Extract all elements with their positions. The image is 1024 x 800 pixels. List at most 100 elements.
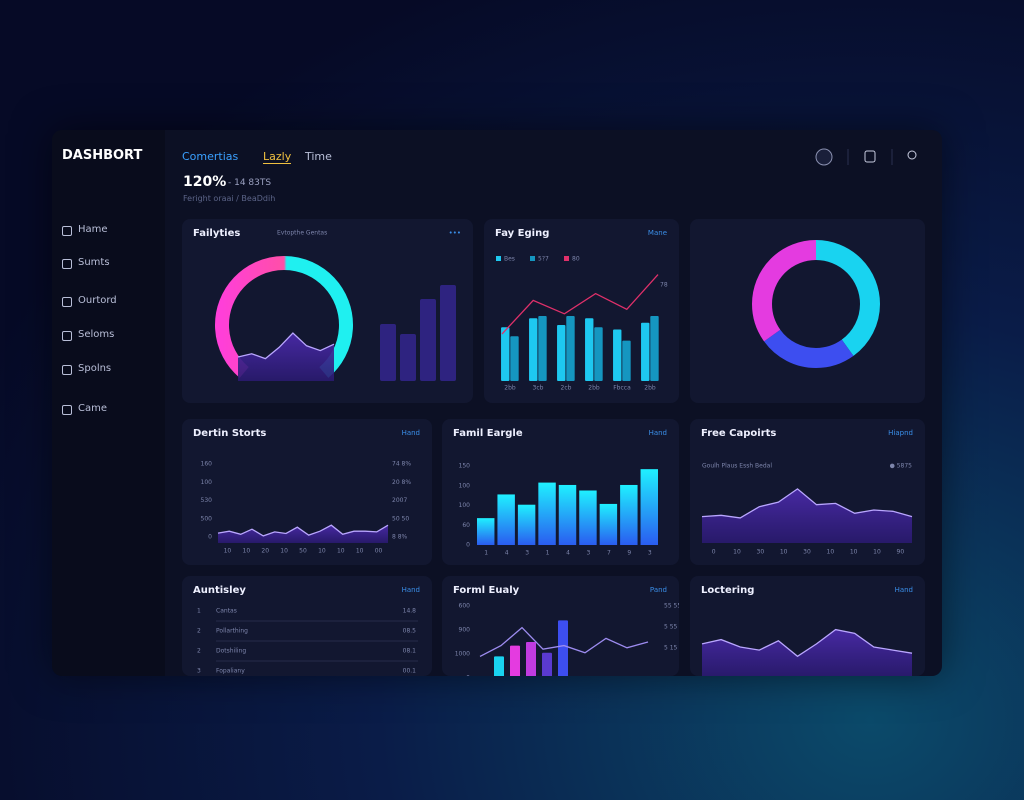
axis-label: 5 15 [664, 645, 678, 652]
card-action[interactable]: Hand [402, 586, 420, 594]
area [702, 488, 912, 543]
card-action[interactable]: ••• [449, 229, 461, 237]
bar [538, 316, 547, 381]
app-title: DASHBORT [62, 148, 143, 163]
tab[interactable]: Time [305, 150, 332, 163]
card-canvas: Loctering Hand [701, 585, 913, 676]
card-action[interactable]: Hand [649, 429, 667, 437]
axis-label: 0 [466, 675, 470, 677]
card: Loctering Hand [690, 576, 925, 676]
row-value: 00.1 [403, 668, 417, 675]
axis-label: 8 8% [392, 534, 408, 541]
bar [620, 484, 638, 545]
x-tick-label: 20 [261, 548, 269, 555]
bar [529, 318, 538, 381]
x-tick-label: 1 [484, 550, 488, 557]
icon-button[interactable] [907, 150, 917, 160]
donut-segment [752, 240, 880, 368]
bar [594, 327, 603, 381]
x-tick-label: 10 [827, 549, 835, 556]
card: Fay Eging Mane Bes 5?7 80 78 2bb 3cb 2cb 2bb Fbcca… [484, 219, 679, 403]
axis-label: 160 [201, 461, 213, 468]
card: Free Capoirts Hiapnd Goulh Plaus Essh Beda… [690, 419, 925, 565]
card-title: Loctering [701, 585, 754, 596]
nav-icon [62, 226, 72, 236]
x-tick-label: 30 [757, 549, 765, 556]
bar [510, 336, 519, 381]
nav-icon [62, 297, 72, 307]
card-title: Forml Eualy [453, 585, 520, 596]
x-tick-label: 00 [375, 548, 383, 555]
bar [526, 642, 536, 676]
line [217, 524, 389, 537]
x-tick-label: 3cb [533, 385, 544, 392]
x-tick-label: 2bb [588, 385, 600, 392]
card-canvas: Forml Eualy Pand 600 900 1000 0 55 55 5 55 5 15 [453, 585, 679, 677]
x-tick-label: 3 [525, 550, 529, 557]
bar [510, 645, 520, 676]
axis-label: 0 [208, 534, 212, 541]
card-canvas: Famil Eargle Hand 150 100 100 60 0 1 4 3 1 4 3 7 9 3 [453, 428, 667, 557]
x-tick-label: 10 [850, 549, 858, 556]
x-tick-label: 90 [897, 549, 905, 556]
bar [640, 469, 658, 545]
card-action[interactable]: Mane [648, 229, 667, 237]
row-index: 1 [197, 608, 201, 615]
axis-label: 100 [459, 482, 471, 489]
axis-label: 50 50 [392, 515, 409, 522]
line [701, 628, 913, 658]
row-name: Fopaliany [216, 668, 245, 675]
nav-item[interactable]: Sumts [78, 257, 110, 268]
bar [650, 316, 659, 381]
nav-icon [62, 405, 72, 415]
nav-item[interactable]: Came [78, 403, 108, 414]
icon-button[interactable] [864, 150, 876, 163]
card-action[interactable]: Hand [895, 586, 913, 594]
row-index: 3 [197, 668, 201, 675]
card-action[interactable]: Hand [402, 429, 420, 437]
x-tick-label: 10 [356, 548, 364, 555]
card-action[interactable]: Pand [650, 586, 667, 594]
card: Dertin Storts Hand 160 100 530 500 0 74 8% 20 8%… [182, 419, 432, 565]
icon-button[interactable] [815, 148, 833, 166]
card-action[interactable]: Hiapnd [888, 429, 913, 437]
card-canvas: Auntisley Hand 1 Cantas 14.8 2 Pollarthing 08.5… [193, 585, 420, 675]
card: Auntisley Hand 1 Cantas 14.8 2 Pollarthing 08.5… [182, 576, 432, 676]
bar [622, 340, 631, 381]
legend-swatch [496, 256, 501, 261]
bar [558, 484, 577, 545]
card: Forml Eualy Pand 600 900 1000 0 55 55 5 55 5 15 [442, 576, 679, 676]
line [479, 626, 649, 657]
nav-item[interactable]: Spolns [78, 363, 112, 374]
tab[interactable]: Comertias [182, 150, 239, 163]
subtitle: Feright oraai / BeaDdih [183, 194, 276, 203]
x-tick-label: 10 [337, 548, 345, 555]
nav-item[interactable]: Seloms [78, 329, 115, 340]
x-tick-label: 50 [299, 548, 307, 555]
row-index: 2 [197, 648, 201, 655]
card-title: Dertin Storts [193, 428, 266, 439]
axis-label: 20 8% [392, 479, 411, 486]
bar [400, 334, 416, 381]
bar [558, 620, 568, 676]
tab[interactable]: Lazly [263, 150, 292, 164]
card-title: Auntisley [193, 585, 246, 596]
bar [380, 324, 396, 381]
metric: 120% [183, 174, 227, 190]
line [237, 332, 335, 360]
nav-item[interactable]: Hame [78, 224, 108, 235]
axis-label: 150 [459, 463, 471, 470]
x-tick-label: 4 [505, 550, 509, 557]
axis-label: 1000 [455, 651, 470, 658]
area [238, 333, 334, 381]
card-canvas: Free Capoirts Hiapnd Goulh Plaus Essh Beda… [701, 428, 913, 556]
x-tick-label: 1 [546, 550, 550, 557]
nav-item[interactable]: Ourtord [78, 295, 117, 306]
x-tick-label: 10 [280, 548, 288, 555]
bar [494, 656, 504, 676]
bar [566, 316, 575, 381]
row-name: Cantas [216, 608, 237, 615]
legend-label: Goulh Plaus Essh Bedal [702, 463, 772, 470]
